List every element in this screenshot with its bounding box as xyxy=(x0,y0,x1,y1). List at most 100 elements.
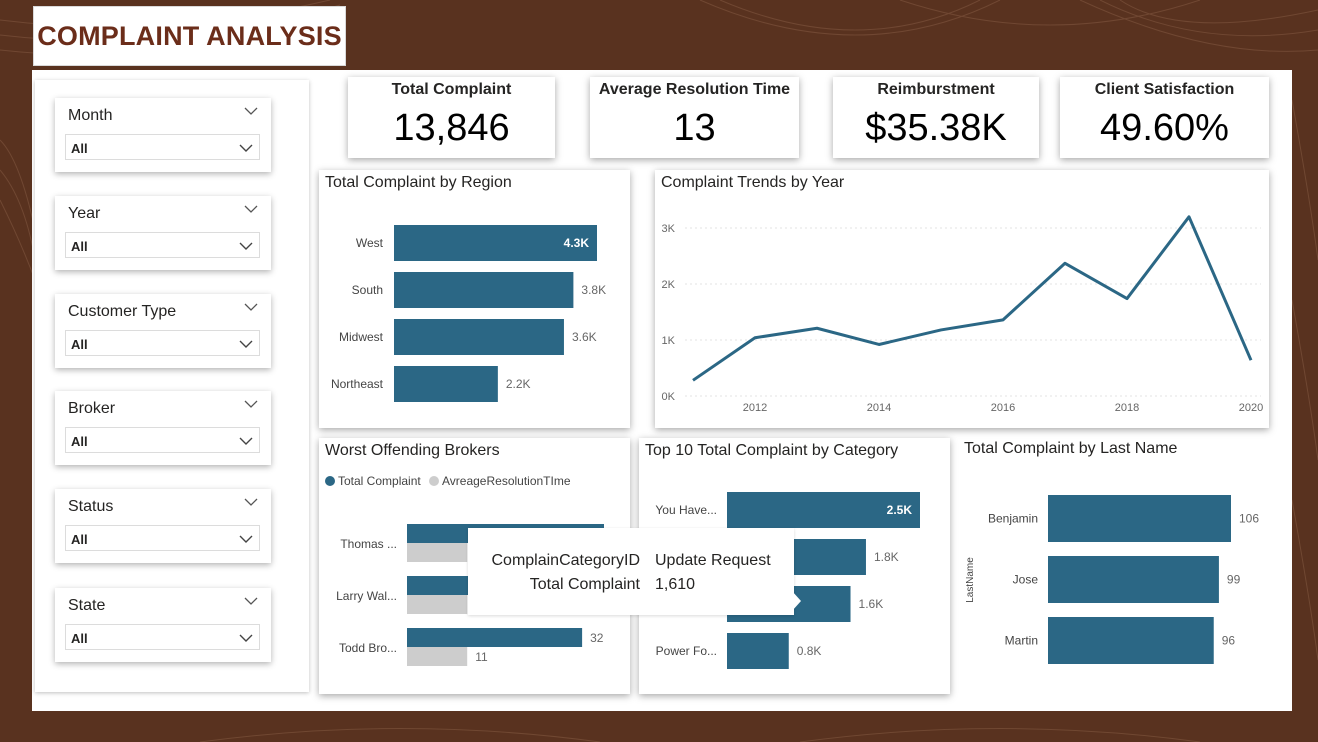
chart-title: Total Complaint by Region xyxy=(325,174,512,191)
slicer-dropdown[interactable]: All xyxy=(65,330,260,356)
category-label: Benjamin xyxy=(988,512,1038,526)
category-label: Todd Bro... xyxy=(339,641,397,655)
slicer-label: Status xyxy=(68,498,114,515)
bar[interactable] xyxy=(727,492,920,528)
y-tick-label: 0K xyxy=(662,391,676,403)
chevron-down-icon xyxy=(239,535,253,543)
tooltip-key: Total Complaint xyxy=(529,576,640,593)
slicer-value: All xyxy=(71,337,88,352)
slicer-value: All xyxy=(71,434,88,449)
kpi-value: 13 xyxy=(673,107,716,149)
chevron-down-icon xyxy=(239,437,253,445)
bar[interactable] xyxy=(1048,617,1214,664)
kpi-reimburstment: Reimburstment $35.38K xyxy=(833,77,1039,158)
data-label: 3.8K xyxy=(581,283,606,297)
slicer-dropdown[interactable]: All xyxy=(65,232,260,258)
slicer-month: Month All xyxy=(55,98,271,172)
slicer-value: All xyxy=(71,141,88,156)
trend-chart-card[interactable]: Complaint Trends by Year 0K 1K 2K 3K 2012 201… xyxy=(655,170,1269,428)
data-label: 1.8K xyxy=(874,550,899,564)
slicer-dropdown[interactable]: All xyxy=(65,134,260,160)
bar[interactable] xyxy=(394,225,597,261)
series-line[interactable] xyxy=(692,215,1253,382)
kpi-total-complaint: Total Complaint 13,846 xyxy=(348,77,555,158)
region-chart: West 4.3K South 3.8K Midwest 3.6K Northeast 2.2… xyxy=(331,225,606,402)
slicer-dropdown[interactable]: All xyxy=(65,427,260,453)
chevron-down-icon[interactable] xyxy=(243,300,259,314)
lastname-chart-card[interactable]: Total Complaint by Last Name Benjamin 106… xyxy=(958,436,1270,692)
tooltip-pointer xyxy=(792,591,801,611)
slicer-label: Month xyxy=(68,107,113,124)
data-label: 32 xyxy=(590,631,604,645)
kpi-label: Average Resolution Time xyxy=(598,81,791,98)
category-label: Larry Wal... xyxy=(336,589,397,603)
category-label: You Have... xyxy=(655,503,717,517)
slicer-value: All xyxy=(71,631,88,646)
category-label: Martin xyxy=(1005,634,1038,648)
slicer-broker: Broker All xyxy=(55,391,271,465)
chevron-down-icon[interactable] xyxy=(243,594,259,608)
bar[interactable] xyxy=(727,633,789,669)
data-label: 0.8K xyxy=(797,644,822,658)
chevron-down-icon[interactable] xyxy=(243,397,259,411)
x-tick-label: 2018 xyxy=(1115,402,1139,414)
data-label: 1.6K xyxy=(859,597,884,611)
chevron-down-icon[interactable] xyxy=(243,202,259,216)
x-tick-label: 2020 xyxy=(1239,402,1263,414)
chevron-down-icon[interactable] xyxy=(243,495,259,509)
report-title-box: COMPLAINT ANALYSIS xyxy=(33,6,346,66)
bar-resolution-time[interactable] xyxy=(407,647,468,666)
kpi-client-satisfaction: Client Satisfaction 49.60% xyxy=(1060,77,1269,158)
category-label: South xyxy=(352,283,383,297)
category-label: Northeast xyxy=(331,377,384,391)
slicer-dropdown[interactable]: All xyxy=(65,624,260,650)
data-label: 3.6K xyxy=(572,330,597,344)
bar[interactable] xyxy=(394,319,564,355)
bar-resolution-time[interactable] xyxy=(407,595,468,614)
bar[interactable] xyxy=(394,272,574,308)
chevron-down-icon xyxy=(239,634,253,642)
category-label: Jose xyxy=(1013,573,1039,587)
y-tick-label: 2K xyxy=(662,279,676,291)
legend-marker xyxy=(429,476,439,486)
category-label: Power Fo... xyxy=(656,644,717,658)
slicer-value: All xyxy=(71,239,88,254)
tooltip-value: Update Request xyxy=(655,552,771,569)
chart-tooltip: ComplainCategoryID Update Request Total … xyxy=(468,528,801,615)
tooltip-key: ComplainCategoryID xyxy=(491,552,640,569)
kpi-value: 49.60% xyxy=(1100,107,1229,149)
bar-resolution-time[interactable] xyxy=(407,543,468,562)
category-label: Midwest xyxy=(339,330,384,344)
data-label: 2.5K xyxy=(887,503,913,517)
y-tick-label: 3K xyxy=(662,223,676,235)
chart-title: Total Complaint by Last Name xyxy=(964,440,1178,457)
x-tick-label: 2014 xyxy=(867,402,891,414)
chevron-down-icon xyxy=(239,242,253,250)
slicer-label: Customer Type xyxy=(68,303,177,320)
kpi-average-resolution-time: Average Resolution Time 13 xyxy=(590,77,799,158)
chevron-down-icon xyxy=(239,144,253,152)
bar[interactable] xyxy=(1048,556,1219,603)
bar[interactable] xyxy=(1048,495,1231,542)
slicer-dropdown[interactable]: All xyxy=(65,525,260,551)
chevron-down-icon[interactable] xyxy=(243,104,259,118)
kpi-label: Client Satisfaction xyxy=(1094,81,1235,98)
region-chart-card[interactable]: Total Complaint by Region West 4.3K South 3… xyxy=(319,170,630,428)
slicer-year: Year All xyxy=(55,196,271,270)
slicer-value: All xyxy=(71,532,88,547)
kpi-value: $35.38K xyxy=(865,107,1007,149)
category-label: Thomas ... xyxy=(340,537,397,551)
bar-total-complaint[interactable] xyxy=(407,628,583,647)
slicer-state: State All xyxy=(55,588,271,662)
report-title: COMPLAINT ANALYSIS xyxy=(37,20,342,51)
kpi-label: Reimburstment xyxy=(877,81,995,98)
slicer-status: Status All xyxy=(55,489,271,563)
bar[interactable] xyxy=(394,366,498,402)
category-chart-card[interactable]: Top 10 Total Complaint by Category You H… xyxy=(639,438,950,694)
chevron-down-icon xyxy=(239,340,253,348)
slicer-label: Year xyxy=(68,205,101,222)
legend-label: Total Complaint xyxy=(338,474,421,488)
slicer-label: Broker xyxy=(68,400,116,417)
category-label: West xyxy=(356,236,384,250)
legend-label: AvreageResolutionTIme xyxy=(442,474,571,488)
